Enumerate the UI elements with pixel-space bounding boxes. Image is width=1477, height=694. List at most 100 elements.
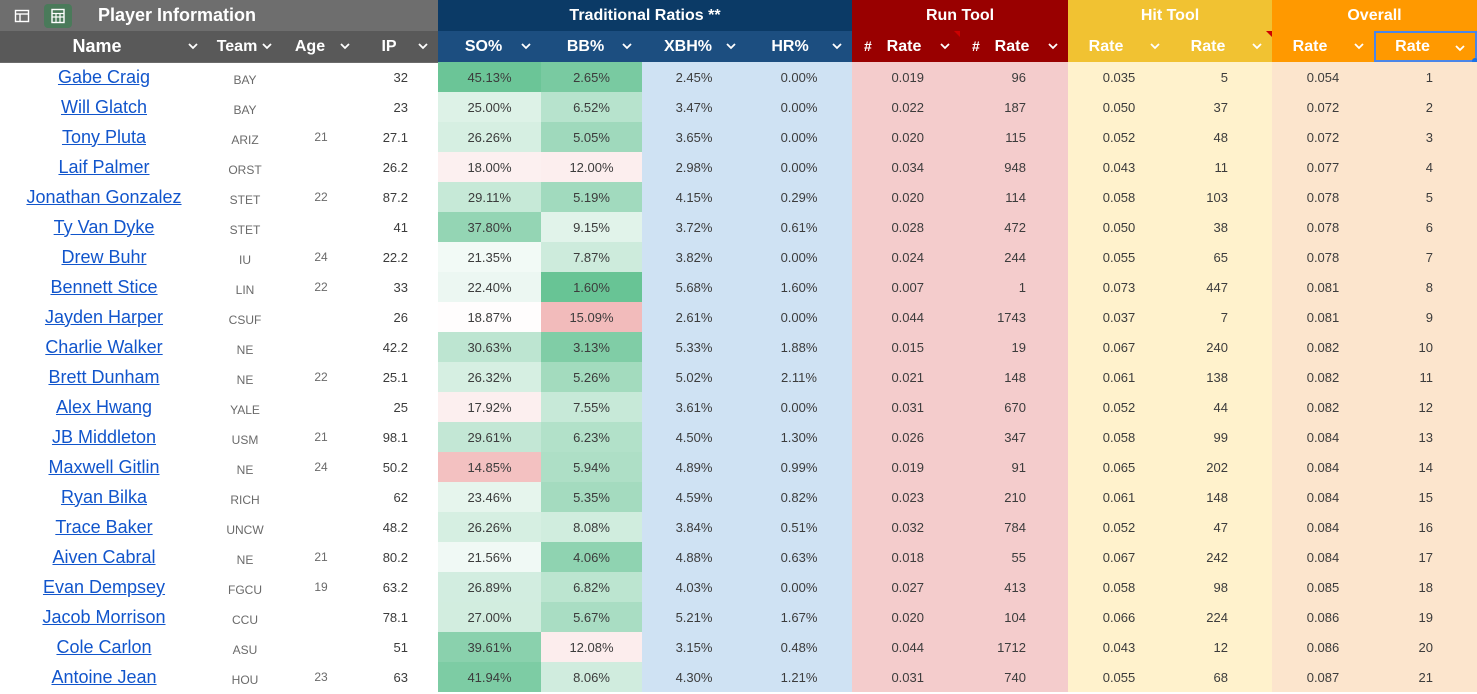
player-name-link[interactable]: Laif Palmer xyxy=(58,156,150,177)
col-header-team[interactable]: Team xyxy=(208,31,282,62)
col-header-run-rate[interactable]: # Rate xyxy=(852,31,960,62)
player-name-link[interactable]: Bennett Stice xyxy=(50,276,158,297)
bb-pct-cell: 12.08% xyxy=(541,632,642,662)
overall-rank-cell: 2 xyxy=(1374,92,1477,122)
chevron-down-icon[interactable] xyxy=(520,40,532,52)
hit-rank-cell: 99 xyxy=(1170,422,1272,452)
player-name-link[interactable]: JB Middleton xyxy=(51,426,157,447)
player-name-link[interactable]: Charlie Walker xyxy=(45,336,163,357)
age-cell: 21 xyxy=(314,130,328,144)
col-header-name[interactable]: Name xyxy=(0,31,208,62)
hit-rate-cell: 0.066 xyxy=(1068,602,1170,632)
player-name-link[interactable]: Tony Pluta xyxy=(61,126,147,147)
hit-rate-cell: 0.067 xyxy=(1068,542,1170,572)
hr-pct-cell: 0.51% xyxy=(746,512,852,542)
ip-cell: 98.1 xyxy=(382,429,408,445)
overall-rate-cell: 0.078 xyxy=(1272,242,1374,272)
ip-cell: 62 xyxy=(393,489,408,505)
hr-pct-cell: 0.99% xyxy=(746,452,852,482)
chevron-down-icon[interactable] xyxy=(1251,40,1263,52)
age-cell xyxy=(282,332,360,362)
overall-rate-cell: 0.077 xyxy=(1272,152,1374,182)
group-header-player[interactable]: Player Information xyxy=(0,0,438,31)
overall-rate-cell: 0.078 xyxy=(1272,212,1374,242)
chevron-down-icon[interactable] xyxy=(725,40,737,52)
player-name-link[interactable]: Evan Dempsey xyxy=(42,576,166,597)
xbh-pct-cell: 4.59% xyxy=(642,482,746,512)
col-header-run-rank[interactable]: # Rate xyxy=(960,31,1068,62)
xbh-pct-cell: 4.88% xyxy=(642,542,746,572)
player-name-link[interactable]: Brett Dunham xyxy=(48,366,160,387)
player-name-link[interactable]: Maxwell Gitlin xyxy=(48,456,160,477)
team-cell: ASU xyxy=(232,643,258,657)
col-label-overall-rank: Rate xyxy=(1395,37,1430,55)
xbh-pct-cell: 5.68% xyxy=(642,272,746,302)
overall-rank-cell: 8 xyxy=(1374,272,1477,302)
run-rank-cell: 1743 xyxy=(960,302,1068,332)
player-name-link[interactable]: Alex Hwang xyxy=(55,396,153,417)
col-label-so-pct: SO% xyxy=(464,37,503,55)
player-name-link[interactable]: Will Glatch xyxy=(60,96,147,117)
chevron-down-icon[interactable] xyxy=(831,40,843,52)
col-header-overall-rate[interactable]: Rate xyxy=(1272,31,1374,62)
hit-rate-cell: 0.055 xyxy=(1068,662,1170,692)
run-rank-cell: 1 xyxy=(960,272,1068,302)
chevron-down-icon[interactable] xyxy=(1047,40,1059,52)
col-label-run-rate: Rate xyxy=(886,37,922,55)
run-rate-cell: 0.026 xyxy=(852,422,960,452)
hit-rate-cell: 0.052 xyxy=(1068,512,1170,542)
player-name-link[interactable]: Ty Van Dyke xyxy=(53,216,155,237)
spreadsheet-icon[interactable] xyxy=(44,4,72,28)
chevron-down-icon[interactable] xyxy=(1454,42,1466,54)
chevron-down-icon[interactable] xyxy=(339,40,351,52)
age-cell xyxy=(282,482,360,512)
ip-cell: 51 xyxy=(393,639,408,655)
player-name-link[interactable]: Cole Carlon xyxy=(56,636,152,657)
run-rank-cell: 244 xyxy=(960,242,1068,272)
overall-rate-cell: 0.084 xyxy=(1272,482,1374,512)
col-header-hr-pct[interactable]: HR% xyxy=(746,31,852,62)
comment-marker xyxy=(954,31,960,37)
overall-rate-cell: 0.084 xyxy=(1272,512,1374,542)
player-name-link[interactable]: Ryan Bilka xyxy=(60,486,148,507)
team-cell: CSUF xyxy=(228,313,262,327)
hr-pct-cell: 0.48% xyxy=(746,632,852,662)
so-pct-cell: 45.13% xyxy=(438,62,541,92)
bb-pct-cell: 15.09% xyxy=(541,302,642,332)
chevron-down-icon[interactable] xyxy=(417,40,429,52)
chevron-down-icon[interactable] xyxy=(1149,40,1161,52)
chevron-down-icon[interactable] xyxy=(261,40,273,52)
chevron-down-icon[interactable] xyxy=(187,40,199,52)
bb-pct-cell: 5.94% xyxy=(541,452,642,482)
hit-rank-cell: 202 xyxy=(1170,452,1272,482)
chevron-down-icon[interactable] xyxy=(1353,40,1365,52)
player-name-link[interactable]: Jayden Harper xyxy=(44,306,164,327)
xbh-pct-cell: 3.72% xyxy=(642,212,746,242)
bb-pct-cell: 9.15% xyxy=(541,212,642,242)
col-header-ip[interactable]: IP xyxy=(360,31,438,62)
overall-rate-cell: 0.084 xyxy=(1272,422,1374,452)
player-name-link[interactable]: Antoine Jean xyxy=(51,666,157,687)
col-header-age[interactable]: Age xyxy=(282,31,360,62)
player-name-link[interactable]: Gabe Craig xyxy=(57,66,151,87)
table-row: Tony Pluta ARIZ 21 27.1 26.26% 5.05% 3.65% 0.00… xyxy=(0,122,1477,152)
player-name-link[interactable]: Aiven Cabral xyxy=(52,546,156,567)
col-header-so-pct[interactable]: SO% xyxy=(438,31,541,62)
player-name-link[interactable]: Jacob Morrison xyxy=(42,606,166,627)
player-name-link[interactable]: Drew Buhr xyxy=(61,246,147,267)
table-view-icon[interactable] xyxy=(8,4,36,28)
col-header-hit-rate[interactable]: Rate xyxy=(1068,31,1170,62)
col-header-overall-rank[interactable]: Rate xyxy=(1374,31,1477,62)
col-header-hit-rank[interactable]: Rate xyxy=(1170,31,1272,62)
chevron-down-icon[interactable] xyxy=(939,40,951,52)
player-name-link[interactable]: Jonathan Gonzalez xyxy=(26,186,182,207)
col-header-bb-pct[interactable]: BB% xyxy=(541,31,642,62)
so-pct-cell: 26.32% xyxy=(438,362,541,392)
player-name-link[interactable]: Trace Baker xyxy=(55,516,153,537)
chevron-down-icon[interactable] xyxy=(621,40,633,52)
col-header-xbh-pct[interactable]: XBH% xyxy=(642,31,746,62)
so-pct-cell: 23.46% xyxy=(438,482,541,512)
selection-handle[interactable] xyxy=(1472,58,1477,64)
hit-rank-cell: 38 xyxy=(1170,212,1272,242)
bb-pct-cell: 6.23% xyxy=(541,422,642,452)
